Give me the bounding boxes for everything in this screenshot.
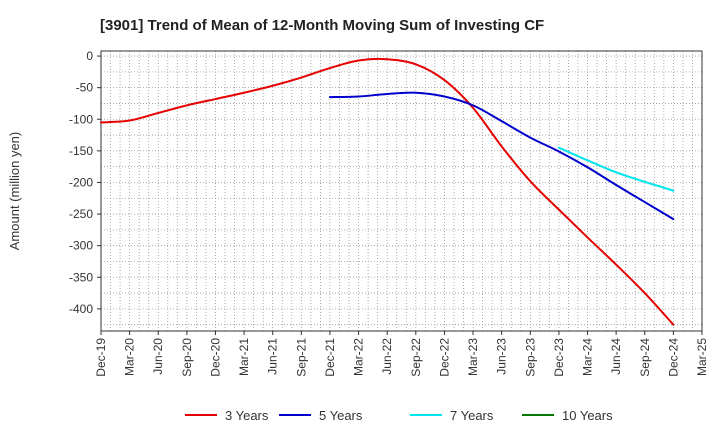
- y-tick-label: -350: [69, 270, 93, 284]
- y-tick-label: -250: [69, 207, 93, 221]
- legend: 3 Years 5 Years 7 Years 10 Years: [185, 408, 613, 423]
- x-tick-label: Jun-20: [151, 338, 165, 375]
- x-tick-label: Dec-23: [552, 338, 566, 377]
- y-tick-label: -300: [69, 239, 93, 253]
- y-tick-label: -150: [69, 144, 93, 158]
- y-axis-ticks: 0 -50 -100 -150 -200 -250 -300 -350 -400: [69, 49, 101, 316]
- x-tick-label: Mar-20: [123, 338, 137, 376]
- x-tick-label: Sep-23: [523, 338, 537, 377]
- x-axis-ticks: Dec-19 Mar-20 Jun-20 Sep-20 Dec-20 Mar-21 Jun-…: [94, 331, 709, 377]
- legend-label-4: 10 Years: [562, 408, 613, 423]
- x-tick-label: Jun-23: [495, 338, 509, 375]
- x-tick-label: Sep-21: [294, 338, 308, 377]
- legend-label-3: 7 Years: [450, 408, 494, 423]
- y-tick-label: -200: [69, 175, 93, 189]
- series-lines: [100, 57, 675, 326]
- plot-area: [100, 50, 703, 332]
- x-tick-label: Mar-21: [237, 338, 251, 376]
- x-tick-label: Jun-24: [609, 338, 623, 375]
- x-tick-label: Dec-19: [94, 338, 108, 377]
- x-tick-label: Mar-24: [581, 338, 595, 376]
- x-tick-label: Mar-23: [466, 338, 480, 376]
- x-tick-label: Dec-21: [323, 338, 337, 377]
- x-tick-label: Jun-22: [380, 338, 394, 375]
- y-tick-label: -50: [76, 81, 94, 95]
- grid-lines: [100, 51, 703, 331]
- series-line-2: [328, 91, 675, 221]
- y-tick-label: 0: [86, 49, 93, 63]
- x-tick-label: Sep-20: [180, 338, 194, 377]
- y-tick-label: -400: [69, 302, 93, 316]
- x-tick-label: Sep-22: [409, 338, 423, 377]
- x-tick-label: Dec-20: [208, 338, 222, 377]
- series-line-1: [100, 57, 675, 326]
- legend-label-2: 5 Years: [319, 408, 363, 423]
- legend-label-1: 3 Years: [225, 408, 269, 423]
- y-axis-label: Amount (million yen): [7, 132, 22, 251]
- x-tick-label: Sep-24: [638, 338, 652, 377]
- y-tick-label: -100: [69, 112, 93, 126]
- x-tick-label: Dec-22: [437, 338, 451, 377]
- series-line-3: [557, 146, 675, 192]
- x-tick-label: Jun-21: [266, 338, 280, 375]
- x-tick-label: Mar-22: [352, 338, 366, 376]
- chart-title: [3901] Trend of Mean of 12-Month Moving …: [100, 17, 544, 34]
- x-tick-label: Mar-25: [695, 338, 709, 376]
- x-tick-label: Dec-24: [666, 338, 680, 377]
